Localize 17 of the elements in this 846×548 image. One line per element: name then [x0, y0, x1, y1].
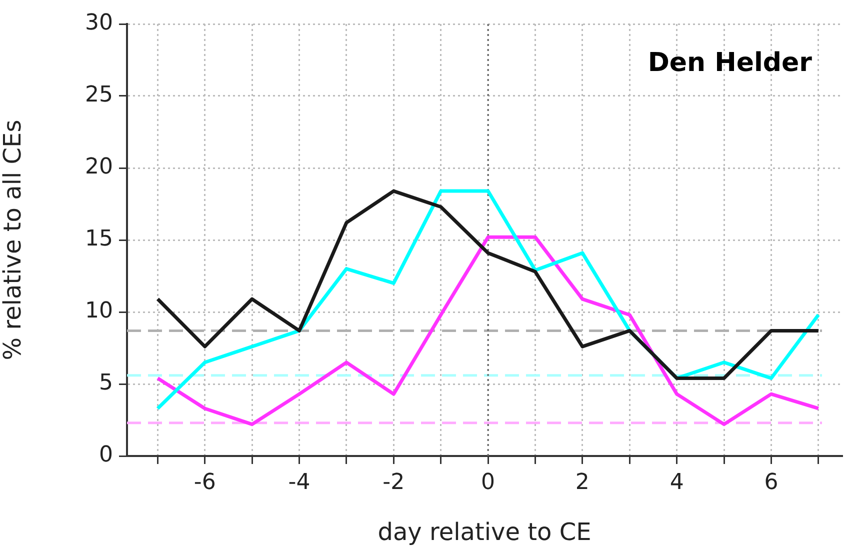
y-tick-label: 20 — [85, 154, 113, 180]
y-axis-title: % relative to all CEs — [0, 120, 27, 360]
x-tick-label: 6 — [764, 470, 778, 495]
y-tick-label: 30 — [85, 10, 113, 36]
y-tick-label: 15 — [85, 226, 113, 252]
x-axis-title: day relative to CE — [378, 518, 592, 546]
y-tick-label: 0 — [99, 442, 113, 468]
x-tick-label: 2 — [575, 470, 590, 495]
y-tick-label: 10 — [85, 298, 113, 324]
y-tick-label: 5 — [99, 370, 113, 396]
text: Den Helder — [648, 48, 812, 78]
x-tick-label: 0 — [481, 470, 496, 495]
x-tick-label: -4 — [288, 470, 310, 495]
x-tick-label: -2 — [382, 470, 405, 495]
x-tick-label: -6 — [194, 470, 216, 495]
y-tick-label: 25 — [85, 82, 113, 108]
x-tick-label: 4 — [670, 470, 684, 495]
